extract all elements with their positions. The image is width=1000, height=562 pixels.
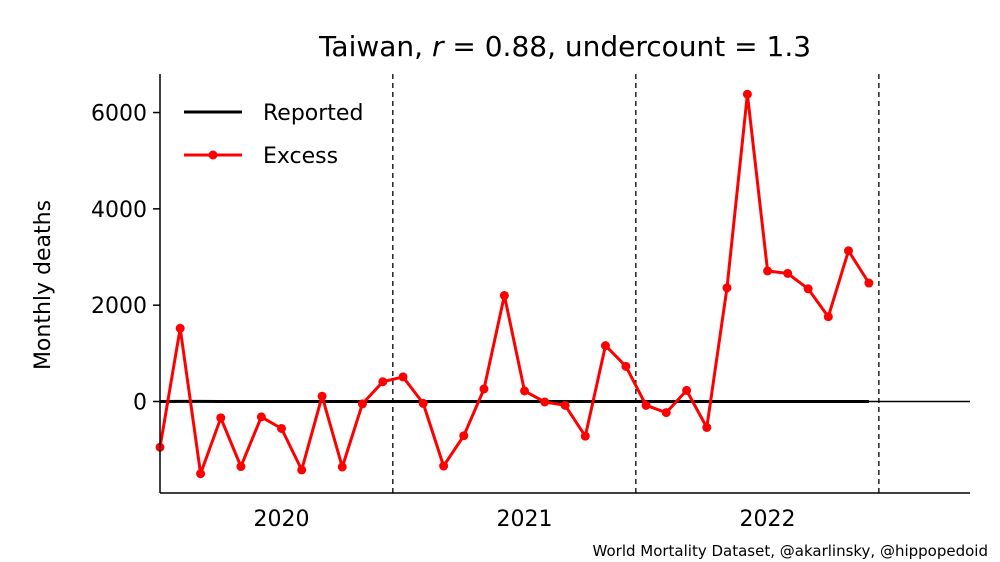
data-point-excess (803, 284, 813, 294)
x-tick-label: 2021 (497, 507, 553, 532)
y-tick-label: 0 (133, 390, 147, 415)
y-axis-label: Monthly deaths (31, 200, 56, 370)
data-point-excess (459, 431, 469, 441)
data-point-excess (277, 423, 287, 433)
y-tick-label: 2000 (91, 294, 147, 319)
data-point-excess (682, 385, 692, 395)
chart-title-country: Taiwan, (318, 30, 432, 63)
data-point-excess (256, 412, 266, 422)
data-point-excess (196, 469, 206, 479)
legend-label-excess: Excess (263, 144, 338, 169)
data-point-excess (378, 377, 388, 387)
data-point-excess (641, 400, 651, 410)
chart-title: Taiwan, r = 0.88, undercount = 1.3 (318, 30, 811, 63)
data-point-excess (216, 413, 226, 423)
data-point-excess (175, 323, 185, 333)
legend-label-reported: Reported (263, 101, 363, 126)
data-credit: World Mortality Dataset, @akarlinsky, @h… (593, 542, 988, 560)
data-point-excess (783, 268, 793, 278)
chart-title-rest: = 0.88, undercount = 1.3 (443, 30, 811, 63)
data-point-excess (439, 461, 449, 471)
data-point-excess (479, 384, 489, 394)
data-point-excess (499, 291, 509, 301)
data-point-excess (520, 386, 530, 396)
data-point-excess (560, 400, 570, 410)
x-tick-label: 2020 (254, 507, 310, 532)
chart-title-r-symbol: r (432, 30, 445, 63)
data-point-excess (236, 462, 246, 472)
plot-area: 0 2000 4000 6000 2020 2021 2022 Reported Excess (91, 74, 970, 532)
data-point-excess (621, 361, 631, 371)
data-point-excess (742, 89, 752, 99)
data-point-excess (600, 341, 610, 351)
data-point-excess (297, 465, 307, 475)
data-point-excess (540, 397, 550, 407)
data-point-excess (418, 398, 428, 408)
data-point-excess (357, 399, 367, 409)
data-point-excess (722, 283, 732, 293)
data-point-excess (580, 431, 590, 441)
data-point-excess (763, 266, 773, 276)
data-point-excess (702, 423, 712, 433)
data-point-excess (317, 391, 327, 401)
y-tick-label: 4000 (91, 198, 147, 223)
data-point-excess (398, 372, 408, 382)
legend-marker-excess (208, 150, 218, 160)
data-point-excess (661, 408, 671, 418)
y-tick-label: 6000 (91, 102, 147, 127)
data-point-excess (843, 246, 853, 256)
data-point-excess (823, 312, 833, 322)
x-tick-label: 2022 (740, 507, 796, 532)
data-point-excess (337, 462, 347, 472)
data-point-excess (864, 278, 874, 288)
